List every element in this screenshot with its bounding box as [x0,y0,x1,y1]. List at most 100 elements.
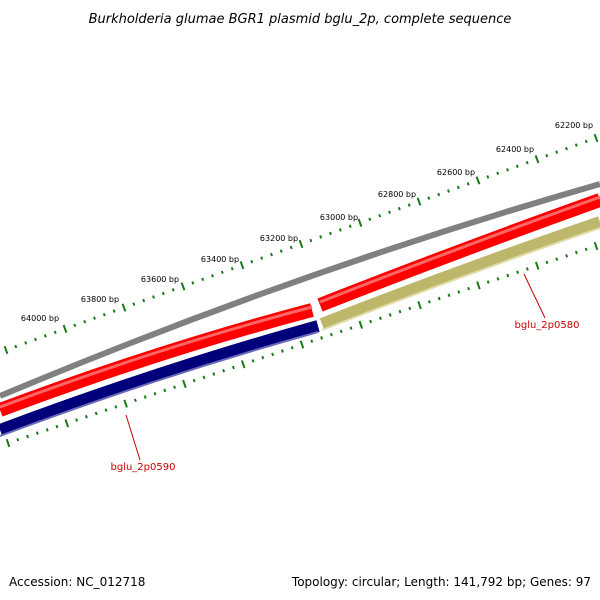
inner-minor-tick [192,378,196,383]
inner-minor-tick [280,349,284,353]
inner-minor-tick [545,260,549,265]
outer-minor-tick [34,337,37,342]
inner-minor-tick [290,346,294,350]
gene-bglu-2p0580[interactable] [319,216,600,330]
inner-minor-tick [251,359,255,363]
outer-major-tick [593,133,599,143]
gene-bglu-2p0590-edge [0,331,319,437]
ruler-label: 63200 bp [260,234,298,243]
inner-major-tick [240,360,246,369]
outer-major-tick [239,261,245,270]
outer-minor-tick [407,203,411,207]
inner-major-tick [417,300,422,310]
ruler-label: 62800 bp [378,190,416,199]
outer-minor-tick [220,270,224,275]
outer-major-tick [3,345,9,355]
inner-minor-tick [104,408,108,412]
outer-minor-tick [378,213,382,218]
outer-minor-tick [230,266,234,271]
forward-strand-gene-left[interactable] [0,303,314,417]
outer-major-tick [416,197,422,206]
gene-label-leader-0590 [125,414,141,461]
inner-major-tick [5,438,11,448]
inner-minor-tick [369,319,373,324]
backbone-ring [0,181,600,399]
gene-bglu-2p0590[interactable] [0,320,320,436]
inner-minor-tick [84,414,88,419]
forward-strand-gene-right[interactable] [317,193,600,312]
outer-minor-tick [102,312,106,317]
inner-major-tick [64,419,70,428]
inner-minor-tick [555,257,559,261]
outer-minor-tick [201,277,205,282]
outer-minor-tick [53,330,57,335]
outer-minor-tick [574,143,578,147]
inner-minor-tick [114,405,118,409]
inner-minor-tick [26,434,30,439]
inner-minor-tick [339,329,343,334]
outer-minor-tick [338,228,342,232]
inner-minor-tick [163,388,167,393]
outer-minor-tick [447,189,450,193]
inner-major-tick [123,399,128,408]
inner-minor-tick [486,280,490,284]
inner-major-tick [534,261,540,270]
outer-minor-tick [83,319,87,324]
outer-minor-tick [584,139,588,144]
ruler-label: 62400 bp [496,145,534,154]
outer-minor-tick [112,309,116,313]
ruler-label: 63400 bp [201,255,239,264]
inner-minor-tick [320,336,324,340]
inner-minor-tick [75,418,79,422]
inner-major-tick [476,281,481,290]
inner-minor-tick [212,372,216,376]
inner-minor-tick [45,428,49,432]
inner-minor-tick [408,306,412,311]
topology-summary: Topology: circular; Length: 141,792 bp; … [291,575,591,589]
outer-minor-tick [211,274,214,278]
inner-minor-tick [506,273,510,278]
inner-minor-tick [427,300,431,304]
inner-minor-tick [584,247,588,252]
inner-minor-tick [153,391,157,396]
inner-minor-tick [222,368,226,373]
inner-major-tick [358,320,364,329]
outer-minor-tick [515,164,519,169]
outer-minor-tick [171,288,175,292]
outer-minor-tick [388,210,391,214]
outer-tick-row [3,133,599,355]
ruler-label: 63800 bp [81,295,119,304]
outer-minor-tick [14,344,18,349]
ruler-label: 62600 bp [437,168,475,177]
outer-minor-tick [73,323,77,328]
inner-minor-tick [271,352,275,357]
outer-major-tick [475,176,481,185]
inner-minor-tick [447,293,451,298]
outer-major-tick [121,303,127,312]
inner-minor-tick [525,267,529,271]
outer-minor-tick [24,341,28,345]
outer-minor-tick [397,206,401,211]
inner-major-tick [182,379,187,389]
inner-minor-tick [35,431,39,435]
inner-minor-tick [457,290,461,294]
ruler-labels: 62200 bp 62400 bp 62600 bp 62800 bp 6300… [21,121,593,323]
outer-minor-tick [329,231,332,236]
outer-minor-tick [132,302,136,306]
outer-minor-tick [506,168,509,172]
gene-label-bglu-2p0580[interactable]: bglu_2p0580 [515,320,580,331]
inner-minor-tick [496,277,500,281]
outer-major-tick [534,155,540,164]
outer-major-tick [357,218,363,227]
outer-minor-tick [545,153,549,158]
inner-major-tick [593,241,599,251]
outer-minor-tick [260,256,264,260]
gene-label-bglu-2p0590[interactable]: bglu_2p0590 [111,462,176,473]
inner-minor-tick [565,254,569,258]
inner-minor-tick [467,286,471,291]
outer-minor-tick [348,224,352,229]
inner-minor-tick [173,385,177,389]
ruler-label: 63000 bp [320,213,358,222]
inner-minor-tick [143,395,147,399]
inner-minor-tick [231,365,235,370]
